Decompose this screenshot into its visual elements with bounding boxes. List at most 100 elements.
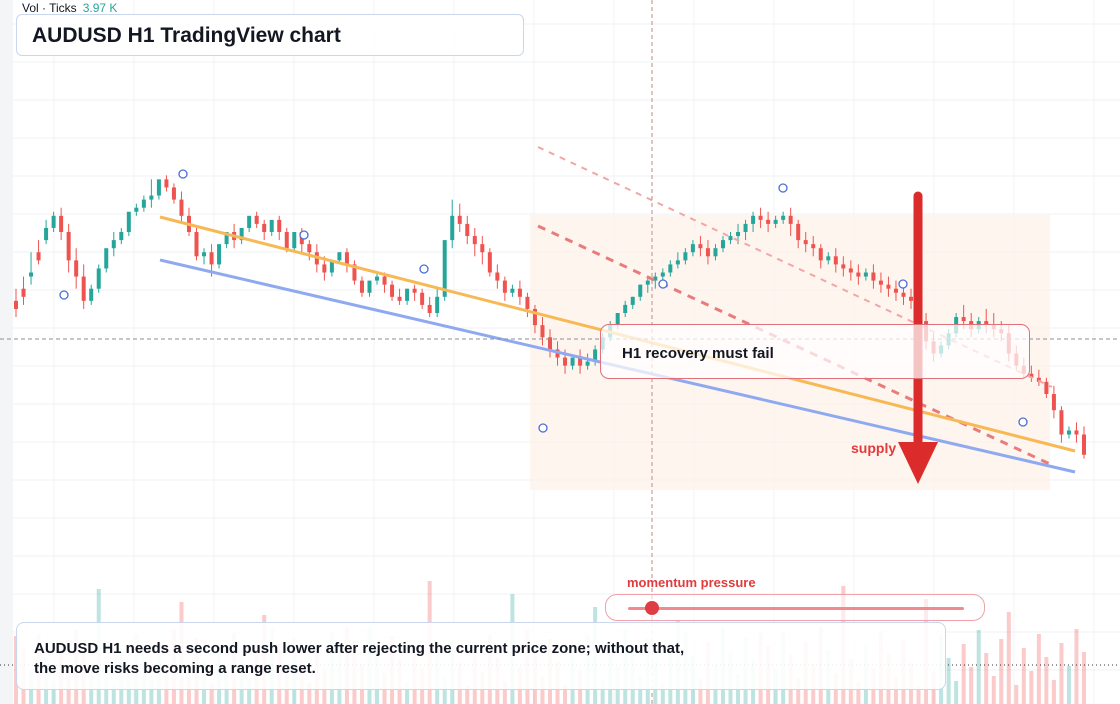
candle bbox=[104, 248, 109, 273]
candle-body bbox=[510, 288, 515, 293]
candle bbox=[292, 232, 297, 253]
candle-body bbox=[134, 207, 139, 212]
candle-body bbox=[705, 248, 710, 257]
candle-body bbox=[412, 288, 417, 293]
candle-body bbox=[1059, 410, 1064, 435]
candle-body bbox=[66, 232, 71, 261]
candle bbox=[893, 280, 898, 301]
candle bbox=[833, 248, 838, 273]
volume-bar bbox=[893, 677, 898, 704]
volume-bar bbox=[307, 683, 312, 704]
candle bbox=[217, 244, 222, 269]
candle bbox=[254, 211, 259, 228]
volume-bar bbox=[946, 658, 951, 704]
candle-body bbox=[284, 232, 289, 249]
candle-body bbox=[480, 244, 485, 253]
candle bbox=[141, 195, 146, 212]
candle bbox=[202, 248, 207, 265]
candle bbox=[578, 349, 583, 374]
candle bbox=[630, 296, 635, 309]
candle-body bbox=[961, 317, 966, 322]
candle bbox=[758, 207, 763, 228]
volume-bar bbox=[1021, 648, 1026, 704]
candle-body bbox=[540, 325, 545, 338]
candle-body bbox=[262, 223, 267, 232]
candle-body bbox=[442, 240, 447, 297]
candle-body bbox=[728, 236, 733, 241]
candle bbox=[457, 203, 462, 232]
candle-body bbox=[487, 252, 492, 273]
volume-bar bbox=[916, 686, 921, 704]
candle-body bbox=[525, 296, 530, 309]
candle bbox=[329, 260, 334, 277]
candle-body bbox=[878, 280, 883, 285]
bottom-note: AUDUSD H1 needs a second push lower afte… bbox=[16, 622, 946, 690]
candle bbox=[412, 284, 417, 301]
candle bbox=[277, 215, 282, 241]
candle-body bbox=[811, 244, 816, 249]
candle bbox=[44, 219, 49, 245]
candle bbox=[878, 272, 883, 293]
momentum-slider[interactable] bbox=[605, 594, 985, 621]
swing-marker bbox=[658, 279, 668, 289]
candle-body bbox=[698, 244, 703, 249]
chart-title: AUDUSD H1 TradingView chart bbox=[16, 14, 524, 56]
volume-bar bbox=[1059, 643, 1064, 704]
candle-body bbox=[683, 252, 688, 261]
candle bbox=[623, 300, 628, 318]
volume-label-text: Vol · Ticks bbox=[22, 1, 77, 15]
candle-body bbox=[194, 232, 199, 257]
volume-bar bbox=[1066, 666, 1071, 704]
volume-bar bbox=[856, 682, 861, 704]
candle bbox=[532, 304, 537, 334]
candle-body bbox=[292, 232, 297, 249]
candle bbox=[818, 244, 823, 269]
candle-body bbox=[690, 244, 695, 253]
candle-body bbox=[736, 232, 741, 237]
candle-body bbox=[517, 288, 522, 297]
candle-body bbox=[893, 288, 898, 293]
candle bbox=[826, 252, 831, 265]
swing-marker bbox=[59, 290, 69, 300]
candle-body bbox=[239, 227, 244, 241]
candle-body bbox=[119, 232, 124, 241]
candle bbox=[713, 244, 718, 261]
candle bbox=[1044, 377, 1049, 399]
candle-body bbox=[277, 219, 282, 232]
candle-body bbox=[668, 264, 673, 273]
candle-body bbox=[202, 252, 207, 257]
supply-label: supply bbox=[851, 440, 897, 456]
volume-value: 3.97 K bbox=[82, 1, 118, 15]
candle-body bbox=[74, 260, 79, 277]
candle-body bbox=[593, 349, 598, 362]
candle bbox=[863, 268, 868, 281]
momentum-knob[interactable] bbox=[644, 601, 659, 615]
volume-bar bbox=[600, 680, 605, 704]
dashed-trendline-lower bbox=[537, 224, 1053, 467]
candle bbox=[653, 272, 658, 289]
candle bbox=[645, 276, 650, 293]
candle-body bbox=[450, 215, 455, 241]
candle bbox=[487, 248, 492, 277]
candle bbox=[1051, 385, 1056, 419]
candle-body bbox=[788, 215, 793, 224]
candle-body bbox=[96, 268, 101, 289]
candle bbox=[1074, 422, 1079, 443]
candle bbox=[472, 227, 477, 257]
candle-body bbox=[405, 288, 410, 301]
swing-marker bbox=[538, 423, 548, 433]
candle-body bbox=[156, 179, 161, 196]
volume-bar bbox=[999, 639, 1004, 704]
volume-bar bbox=[405, 682, 410, 704]
candle-body bbox=[254, 215, 259, 224]
candle bbox=[134, 203, 139, 216]
candle-body bbox=[886, 284, 891, 289]
candle bbox=[548, 329, 552, 358]
volume-bar bbox=[991, 676, 996, 704]
candle-body bbox=[14, 300, 18, 309]
candle bbox=[698, 236, 703, 257]
volume-bar bbox=[51, 681, 56, 704]
volume-label: Vol · Ticks 3.97 K bbox=[22, 1, 117, 15]
candle bbox=[390, 280, 395, 301]
volume-bar bbox=[1029, 671, 1034, 704]
